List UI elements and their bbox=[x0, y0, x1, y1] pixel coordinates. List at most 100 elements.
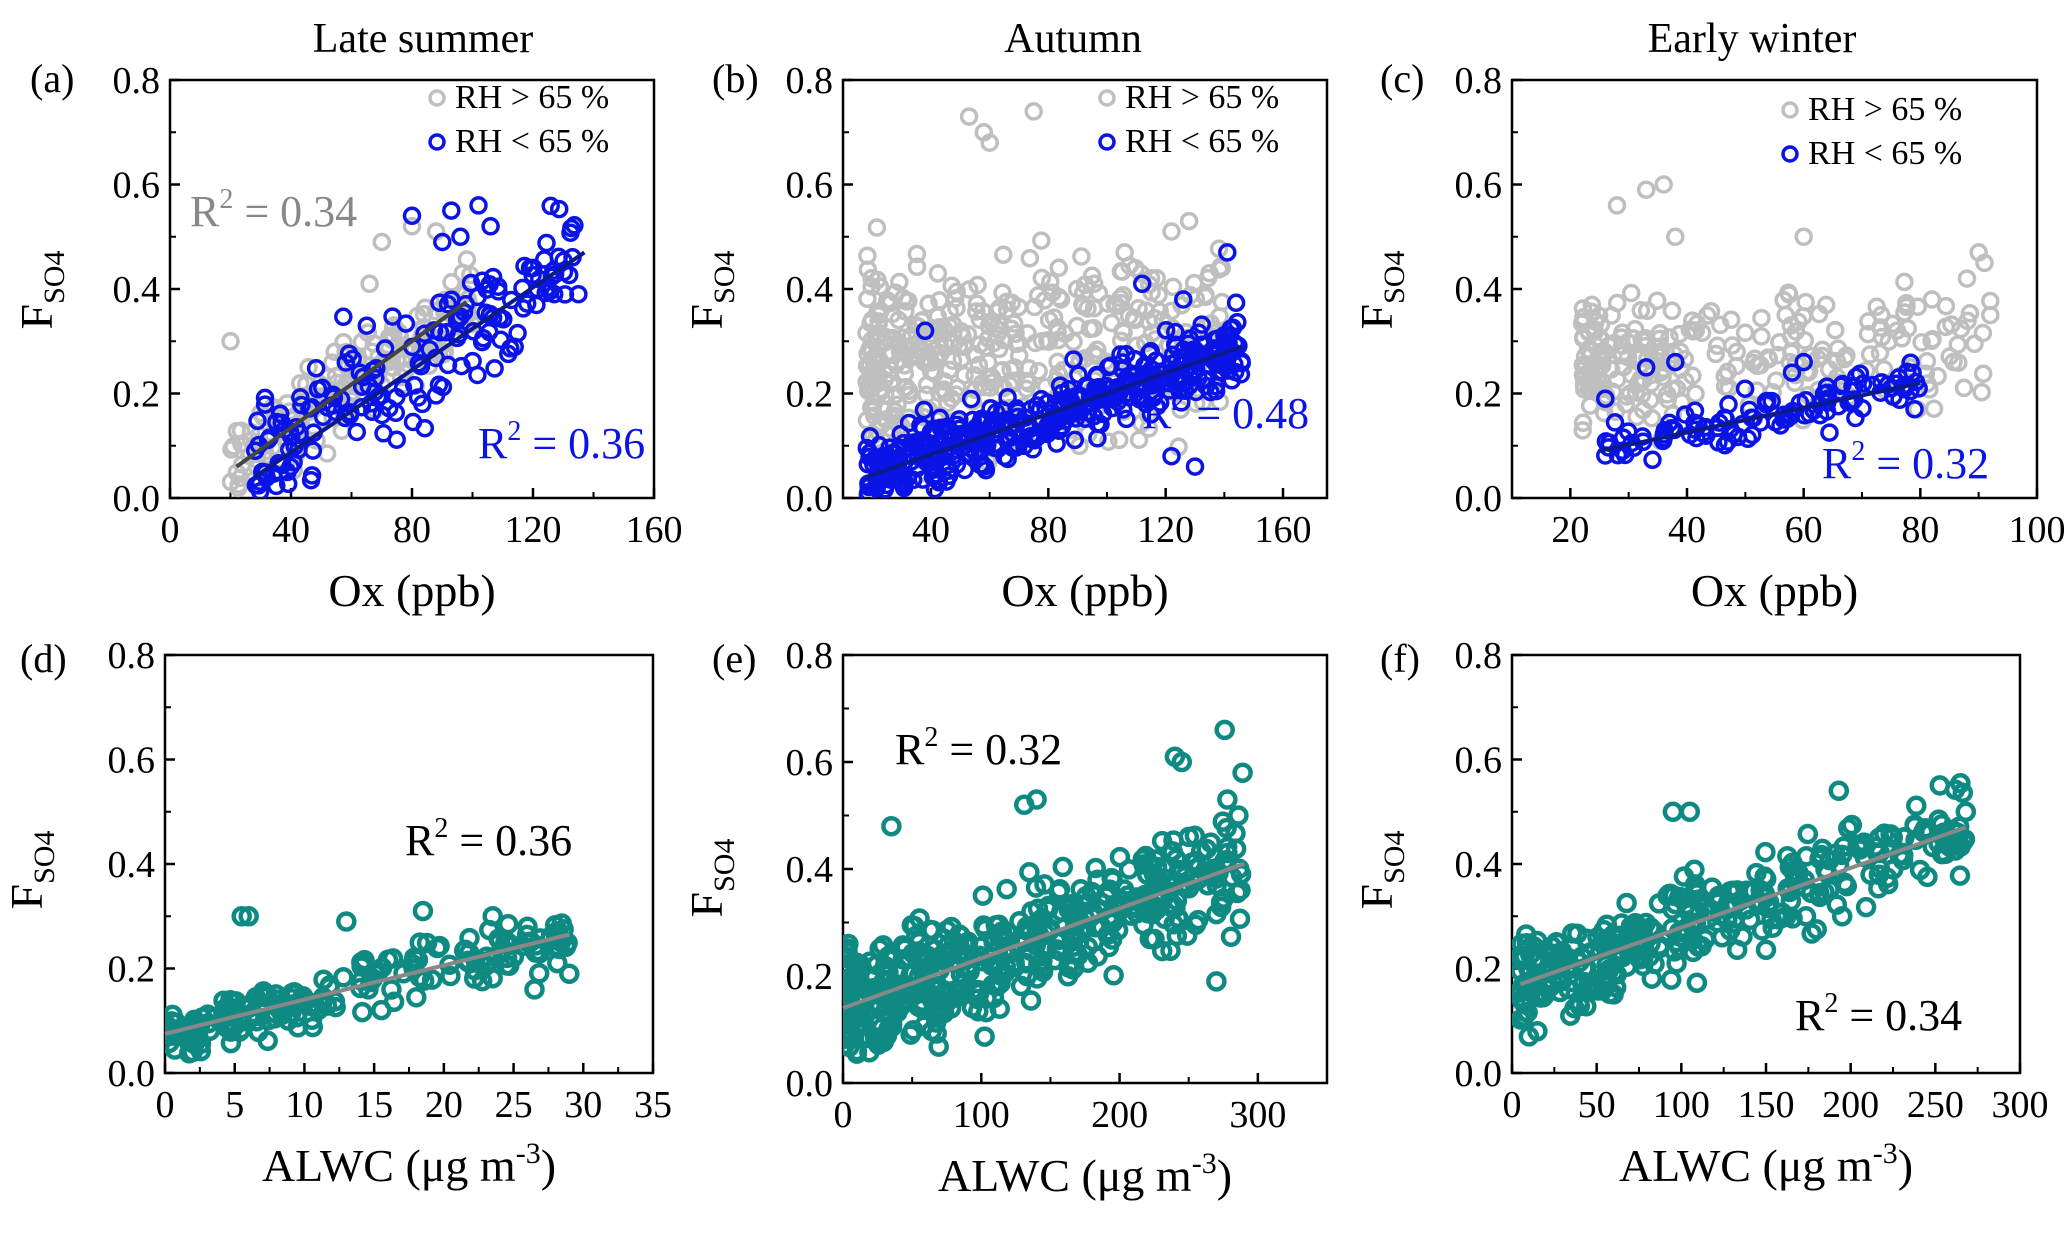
data-point bbox=[316, 995, 338, 1016]
data-point bbox=[382, 948, 404, 969]
data-point bbox=[485, 359, 504, 378]
x-tick-label: 250 bbox=[1907, 1084, 1964, 1126]
x-tick-label: 200 bbox=[1822, 1084, 1879, 1126]
y-tick-label: 0.2 bbox=[108, 949, 156, 991]
legend-marker bbox=[428, 133, 446, 151]
x-tick-label: 5 bbox=[225, 1084, 244, 1126]
data-point bbox=[1658, 390, 1677, 409]
data-point bbox=[1633, 427, 1652, 446]
data-point bbox=[324, 388, 344, 407]
data-point bbox=[991, 361, 1010, 381]
x-tick-label: 0 bbox=[161, 509, 180, 551]
r-squared-label: R2 = 0.34 bbox=[1795, 988, 1962, 1040]
data-point bbox=[1050, 376, 1070, 395]
x-tick-label: 300 bbox=[1229, 1094, 1286, 1136]
y-tick-label: 0.0 bbox=[1455, 478, 1503, 520]
data-point bbox=[1616, 394, 1636, 414]
x-axis-label-superscript: -3 bbox=[1192, 1147, 1217, 1180]
y-tick-label: 0.6 bbox=[113, 165, 161, 207]
data-point bbox=[1163, 277, 1183, 297]
data-point bbox=[1620, 384, 1640, 403]
data-point bbox=[1579, 370, 1599, 390]
panel-c: 0.0 0.2 0.4 0.6 0.8 20 40 60 80 100 Ox (ppb) FSO4 RH… bbox=[1351, 60, 2066, 616]
data-point bbox=[301, 470, 321, 490]
data-point bbox=[429, 935, 450, 957]
data-point bbox=[969, 355, 989, 375]
data-point bbox=[922, 353, 941, 372]
data-point bbox=[1151, 940, 1173, 962]
data-point bbox=[1023, 440, 1043, 459]
data-point bbox=[858, 246, 877, 265]
x-axis-label-end: ) bbox=[541, 1140, 556, 1191]
x-tick-label: 20 bbox=[1551, 509, 1589, 551]
data-point bbox=[1632, 330, 1652, 350]
data-point bbox=[1024, 102, 1043, 121]
panel-b: 0.0 0.2 0.4 0.6 0.8 40 80 120 160 Ox (ppb) FSO4 RH … bbox=[681, 60, 1329, 616]
data-point bbox=[970, 441, 990, 460]
data-point bbox=[1680, 320, 1700, 339]
data-point bbox=[1125, 310, 1145, 330]
data-point bbox=[1654, 175, 1673, 194]
data-point bbox=[245, 441, 265, 461]
data-point bbox=[914, 400, 934, 420]
data-point bbox=[875, 962, 896, 984]
scatter-points bbox=[1572, 175, 2000, 470]
data-point bbox=[915, 321, 935, 341]
data-point bbox=[928, 1036, 949, 1057]
panel-e: 0.0 0.2 0.4 0.6 0.8 0 100 200 300 ALWC (μg m-3) FS… bbox=[681, 635, 1329, 1201]
data-point bbox=[1924, 399, 1944, 418]
x-tick-label: 40 bbox=[912, 509, 950, 551]
data-point bbox=[1766, 371, 1786, 390]
data-point bbox=[360, 274, 379, 294]
data-point bbox=[843, 941, 858, 963]
data-point bbox=[513, 299, 533, 318]
data-point bbox=[1217, 789, 1238, 810]
data-point bbox=[231, 906, 252, 927]
y-axis-label: FSO4 bbox=[1, 831, 61, 910]
data-point bbox=[1846, 367, 1866, 387]
data-point bbox=[1686, 384, 1705, 404]
legend-label: RH > 65 % bbox=[1125, 79, 1279, 116]
data-point bbox=[1708, 336, 1727, 356]
x-axis-label: Ox (ppb) bbox=[1001, 565, 1168, 616]
panel-label-c: (c) bbox=[1380, 56, 1424, 101]
data-point bbox=[1052, 856, 1074, 878]
data-point bbox=[1816, 295, 1836, 315]
data-point bbox=[1613, 441, 1632, 461]
x-axis-label-end: ) bbox=[1217, 1150, 1232, 1201]
data-point bbox=[1621, 283, 1641, 303]
series-rh-low bbox=[1596, 352, 1928, 470]
data-point bbox=[1596, 389, 1615, 408]
data-point bbox=[278, 474, 298, 494]
data-point bbox=[550, 931, 572, 953]
data-point bbox=[267, 412, 286, 432]
data-point bbox=[412, 900, 434, 922]
data-point bbox=[421, 969, 443, 990]
data-point bbox=[1735, 379, 1755, 398]
data-point bbox=[1038, 331, 1057, 350]
data-point bbox=[1685, 401, 1705, 421]
data-point bbox=[970, 335, 990, 354]
data-point bbox=[1719, 920, 1741, 941]
data-point bbox=[541, 196, 560, 216]
y-axis-label: FSO4 bbox=[681, 839, 741, 918]
data-point bbox=[1001, 360, 1020, 379]
data-point bbox=[1794, 227, 1813, 247]
data-point bbox=[1140, 899, 1162, 920]
data-point bbox=[336, 353, 356, 372]
data-point bbox=[347, 422, 367, 442]
data-point bbox=[1135, 356, 1154, 375]
data-point bbox=[1780, 890, 1802, 912]
legend-marker bbox=[1781, 145, 1799, 163]
data-point bbox=[1035, 940, 1056, 961]
data-point bbox=[1794, 352, 1813, 372]
data-point bbox=[559, 963, 580, 984]
y-axis-label-subscript: SO4 bbox=[38, 251, 71, 304]
data-point bbox=[1806, 919, 1827, 940]
data-point bbox=[1020, 990, 1042, 1011]
data-point bbox=[1981, 305, 2000, 325]
data-point bbox=[1019, 416, 1039, 435]
data-point bbox=[1666, 227, 1685, 247]
data-point bbox=[299, 358, 318, 377]
y-axis-label-subscript: SO4 bbox=[708, 251, 741, 304]
